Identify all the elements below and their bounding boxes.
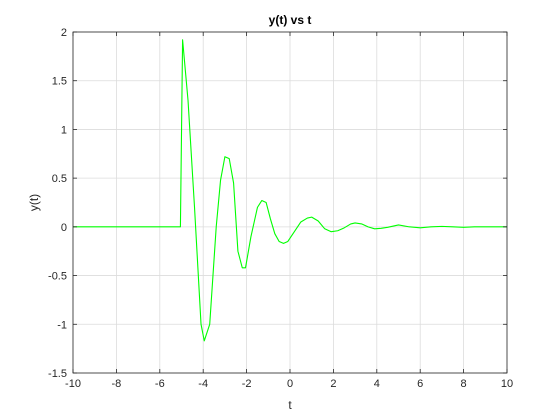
x-tick-label: -2 (242, 378, 252, 390)
x-tick-label: -4 (198, 378, 208, 390)
x-tick-label: -8 (112, 378, 122, 390)
x-tick-label: 2 (330, 378, 336, 390)
chart-title: y(t) vs t (269, 13, 312, 27)
y-axis-label: y(t) (27, 194, 41, 211)
y-tick-label: -1 (57, 319, 67, 331)
y-tick-label: 2 (61, 27, 67, 39)
y-tick-label: 1.5 (52, 76, 67, 88)
x-tick-label: 4 (374, 378, 380, 390)
y-tick-label: 0 (61, 222, 67, 234)
x-tick-label: -10 (65, 378, 81, 390)
x-tick-label: 6 (417, 378, 423, 390)
y-tick-label: 0.5 (52, 173, 67, 185)
x-tick-label: 10 (501, 378, 513, 390)
y-tick-label: -1.5 (48, 368, 67, 380)
x-tick-label: 8 (461, 378, 467, 390)
y-tick-label: -0.5 (48, 271, 67, 283)
y-tick-label: 1 (61, 124, 67, 136)
x-tick-label: 0 (287, 378, 293, 390)
x-tick-label: -6 (155, 378, 165, 390)
